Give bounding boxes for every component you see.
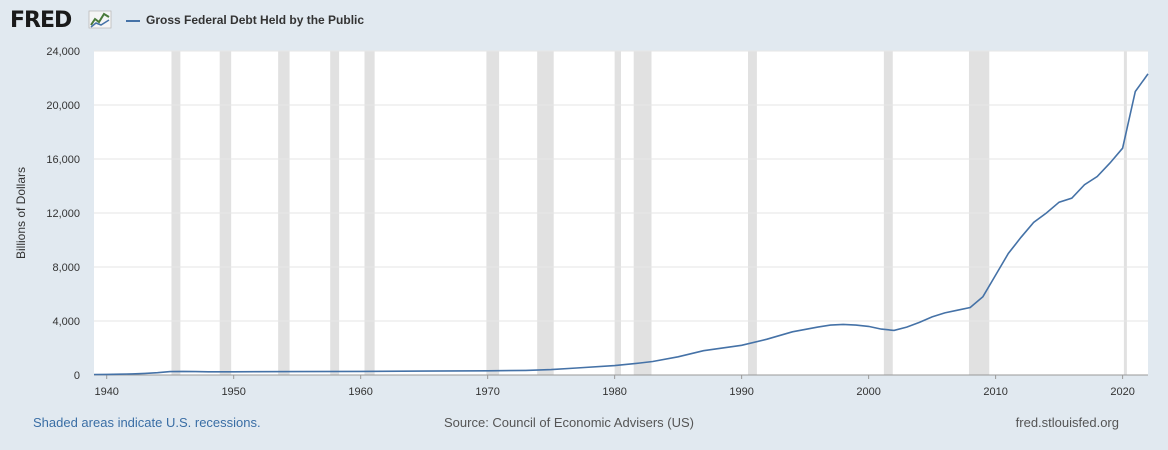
x-tick-label: 1980 [602, 386, 626, 398]
y-tick-label: 8,000 [52, 262, 80, 274]
x-tick-label: 1950 [221, 386, 245, 398]
y-tick-label: 0 [74, 370, 80, 382]
fred-logo-text: FRED [10, 8, 72, 32]
y-tick-label: 12,000 [46, 208, 80, 220]
site-link[interactable]: fred.stlouisfed.org [1015, 415, 1119, 430]
source-note: Source: Council of Economic Advisers (US… [444, 415, 694, 430]
y-tick-label: 24,000 [46, 46, 80, 58]
recession-note: Shaded areas indicate U.S. recessions. [33, 415, 261, 430]
y-tick-label: 20,000 [46, 100, 80, 112]
x-tick-label: 1970 [475, 386, 499, 398]
chart-legend: Gross Federal Debt Held by the Public [126, 13, 364, 27]
y-axis-tick-labels: 0 4,000 8,000 12,000 16,000 20,000 24,000 [46, 46, 80, 382]
y-tick-label: 16,000 [46, 154, 80, 166]
x-tick-label: 1940 [94, 386, 118, 398]
x-tick-label: 1990 [729, 386, 753, 398]
x-axis-tick-labels: 1940 1950 1960 1970 1980 1990 2000 2010 2020 [94, 375, 1135, 398]
series-line-gross-federal-debt[interactable] [93, 73, 1149, 376]
y-axis-title: Billions of Dollars [14, 167, 28, 259]
legend-line-swatch-icon [126, 19, 140, 22]
y-tick-label: 4,000 [52, 316, 80, 328]
fred-logo[interactable]: FRED [10, 6, 114, 32]
x-tick-label: 2000 [856, 386, 880, 398]
fred-logo-graph-icon [88, 10, 112, 29]
x-tick-label: 1960 [348, 386, 372, 398]
x-tick-label: 2010 [983, 386, 1007, 398]
line-chart: 0 4,000 8,000 12,000 16,000 20,000 24,000 1940… [14, 46, 1149, 398]
legend-series-label: Gross Federal Debt Held by the Public [146, 13, 365, 27]
gridlines [94, 50, 1148, 322]
x-tick-label: 2020 [1110, 386, 1134, 398]
